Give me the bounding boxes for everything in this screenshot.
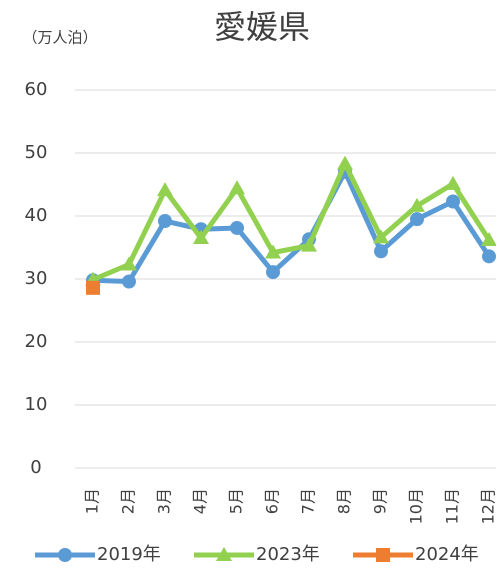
marker: [481, 231, 496, 246]
y-tick-label: 30: [25, 268, 48, 289]
marker: [122, 274, 136, 289]
marker: [158, 214, 172, 229]
marker: [446, 194, 460, 209]
marker: [409, 197, 425, 212]
x-tick-label: 1月: [83, 488, 102, 514]
x-tick-label: 2月: [119, 488, 138, 514]
marker: [266, 265, 280, 280]
legend-label: 2019年: [97, 544, 161, 565]
marker: [229, 180, 245, 195]
marker: [373, 229, 389, 244]
legend-label: 2024年: [415, 544, 479, 565]
legend-label: 2023年: [256, 544, 320, 565]
marker: [230, 220, 244, 235]
marker: [445, 175, 461, 190]
marker: [86, 280, 100, 295]
x-tick-label: 4月: [191, 488, 210, 514]
series-line: [92, 169, 492, 285]
chart-title: 愛媛県: [214, 8, 310, 46]
x-tick-label: 11月: [443, 488, 462, 524]
marker: [374, 244, 388, 259]
legend-marker: [216, 547, 232, 561]
legend-marker: [376, 548, 390, 562]
legend-marker: [58, 548, 72, 562]
marker: [410, 212, 424, 227]
y-tick-label: 20: [25, 331, 48, 352]
marker: [265, 244, 281, 259]
y-tick-label: 60: [25, 79, 48, 100]
x-tick-label: 6月: [263, 488, 282, 514]
marker: [301, 237, 317, 252]
y-tick-label: 10: [25, 394, 48, 415]
y-tick-label: 50: [25, 142, 48, 163]
marker: [121, 256, 137, 271]
y-axis-label: （万人泊）: [22, 29, 97, 47]
x-tick-label: 9月: [371, 488, 390, 514]
series-line: [92, 161, 492, 282]
y-tick-label: 0: [30, 457, 41, 478]
x-tick-label: 12月: [479, 488, 496, 524]
marker: [193, 230, 209, 245]
x-tick-label: 10月: [407, 488, 426, 524]
y-tick-label: 40: [25, 205, 48, 226]
x-tick-label: 8月: [335, 488, 354, 514]
marker: [157, 182, 173, 197]
marker: [482, 249, 496, 264]
x-tick-label: 3月: [155, 488, 174, 514]
marker: [337, 155, 353, 170]
x-tick-label: 5月: [227, 488, 246, 514]
x-tick-label: 7月: [299, 488, 318, 514]
